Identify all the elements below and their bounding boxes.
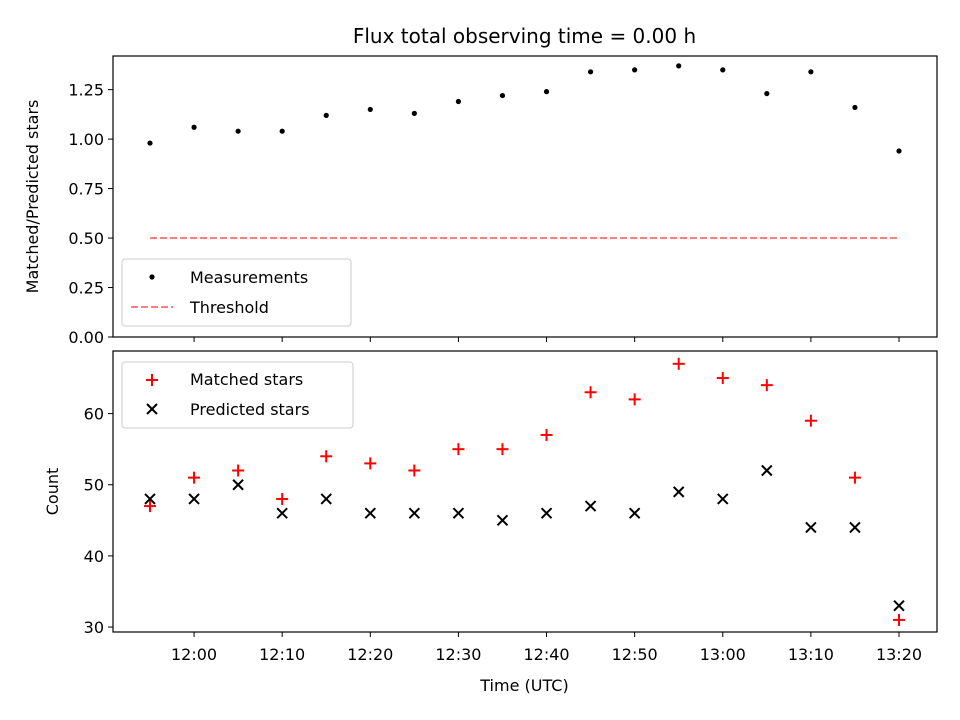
matched-stars-point — [893, 613, 905, 626]
legend-matched-label: Matched stars — [190, 370, 303, 389]
predicted-stars-point — [276, 507, 288, 519]
bottom-y-ticks: 30 40 50 60 — [84, 405, 113, 637]
y-tick-label: 1.00 — [68, 130, 104, 149]
matched-stars-point — [364, 457, 377, 470]
predicted-stars-point — [188, 493, 200, 505]
matched-stars-point — [408, 464, 421, 477]
top-x-ticks — [193, 337, 900, 342]
chart-title: Flux total observing time = 0.00 h — [353, 24, 696, 48]
predicted-stars-point — [893, 599, 905, 612]
measurement-point — [411, 110, 417, 116]
predicted-stars-point — [805, 521, 817, 534]
measurement-point — [764, 90, 770, 97]
matched-stars-point — [188, 471, 201, 484]
measurement-point — [852, 104, 858, 111]
bottom-axes-frame — [112, 350, 938, 633]
top-panel: Flux total observing time = 0.00 h 0.000… — [23, 24, 938, 347]
matched-stars-point — [584, 386, 597, 399]
bottom-legend: Matched stars Predicted stars — [121, 361, 354, 429]
measurement-point — [676, 63, 682, 69]
predicted-stars-point — [144, 493, 156, 505]
x-tick-label: 12:00 — [171, 645, 217, 664]
measurement-point — [720, 67, 726, 73]
predicted-stars-point — [364, 507, 377, 519]
measurement-point — [191, 124, 197, 130]
predicted-stars-point — [628, 507, 641, 519]
matched-stars-point — [628, 393, 641, 406]
predicted-stars-point — [320, 493, 332, 505]
predicted-stars-point — [761, 464, 773, 477]
measurement-point — [632, 67, 638, 73]
matched-stars-point — [144, 500, 156, 513]
predicted-stars-point — [540, 507, 553, 519]
top-y-axis-label: Matched/Predicted stars — [23, 100, 42, 294]
y-tick-label: 1.25 — [68, 81, 104, 100]
predicted-stars-point — [408, 507, 421, 519]
legend-measurements-label: Measurements — [190, 268, 308, 287]
legend-predicted-marker — [146, 403, 158, 415]
x-tick-label: 12:10 — [259, 645, 305, 664]
x-tick-label: 12:40 — [523, 645, 569, 664]
y-tick-label: 60 — [84, 405, 104, 424]
top-legend: Measurements Threshold — [121, 258, 352, 327]
y-tick-label: 0.00 — [68, 328, 104, 347]
matched-stars-point — [540, 428, 553, 441]
matched-stars-point — [320, 450, 333, 463]
matched-stars-point — [232, 464, 245, 477]
bottom-plot-area — [144, 357, 905, 626]
measurement-point — [499, 92, 506, 99]
x-tick-label: 12:50 — [612, 645, 658, 664]
measurement-point — [543, 89, 550, 95]
predicted-stars-point — [496, 514, 509, 527]
predicted-stars-point — [584, 500, 597, 512]
legend-threshold-label: Threshold — [189, 298, 269, 317]
predicted-stars-point — [717, 493, 729, 505]
bottom-y-axis-label: Count — [43, 468, 62, 516]
matched-stars-point — [716, 372, 729, 385]
top-legend-box — [121, 258, 352, 327]
legend-measurements-marker — [149, 274, 155, 280]
x-tick-label: 12:30 — [435, 645, 481, 664]
measurement-point — [235, 128, 241, 134]
matched-stars-point — [672, 357, 685, 370]
bottom-x-ticks: 12:00 12:10 12:20 12:30 12:40 12:50 13:00 13:10… — [171, 632, 922, 664]
matched-stars-point — [760, 379, 773, 392]
matched-stars-point — [804, 414, 817, 427]
x-tick-label: 13:20 — [876, 645, 922, 664]
predicted-stars-point — [232, 479, 244, 491]
bottom-legend-box — [121, 361, 354, 429]
legend-predicted-label: Predicted stars — [190, 400, 310, 419]
x-axis-label: Time (UTC) — [479, 676, 568, 695]
x-tick-label: 12:20 — [347, 645, 393, 664]
predicted-stars-point — [452, 507, 465, 519]
measurement-point — [279, 128, 285, 134]
y-tick-label: 30 — [84, 618, 104, 637]
x-tick-label: 13:10 — [788, 645, 834, 664]
measurement-point — [896, 148, 902, 154]
measurement-point — [808, 69, 814, 75]
measurement-point — [587, 69, 594, 75]
y-tick-label: 0.50 — [68, 229, 104, 248]
predicted-stars-point — [672, 486, 685, 498]
top-axes-frame — [112, 55, 938, 338]
top-y-ticks: 0.00 0.25 0.50 0.75 1.00 1.25 — [68, 81, 113, 347]
y-tick-label: 40 — [84, 547, 104, 566]
matched-stars-point — [848, 471, 861, 484]
top-plot-area — [147, 63, 902, 240]
measurement-point — [323, 112, 329, 118]
x-tick-label: 13:00 — [700, 645, 746, 664]
matched-stars-point — [276, 492, 289, 505]
legend-matched-marker — [146, 374, 158, 386]
y-tick-label: 0.25 — [68, 279, 104, 298]
y-tick-label: 50 — [84, 476, 104, 495]
measurement-point — [367, 106, 373, 113]
measurement-point — [455, 98, 462, 105]
measurement-point — [147, 140, 153, 146]
y-tick-label: 0.75 — [68, 180, 104, 199]
predicted-stars-point — [849, 521, 861, 534]
matched-stars-point — [496, 443, 509, 456]
matched-stars-point — [452, 443, 465, 456]
